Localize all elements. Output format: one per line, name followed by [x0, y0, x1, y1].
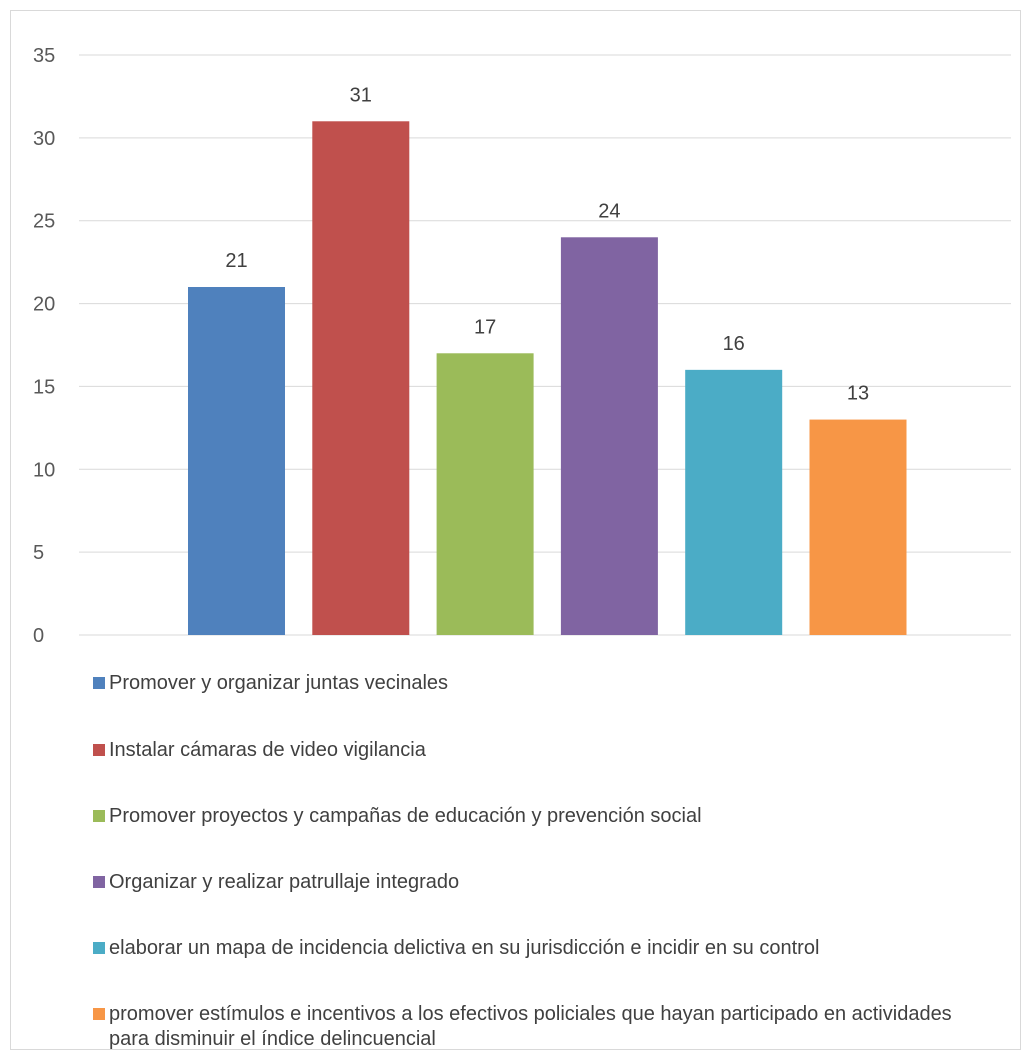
legend-swatch	[93, 876, 105, 888]
bar-2	[312, 121, 410, 636]
data-label: 17	[474, 316, 496, 338]
y-tick-label: 30	[33, 128, 55, 150]
legend-label: Instalar cámaras de video vigilancia	[109, 739, 426, 761]
bar-chart: 0 5 10 15 20 25 30 35 21 31 17 24 16 13	[33, 45, 1011, 647]
legend-swatch	[93, 810, 105, 822]
legend-swatch	[93, 744, 105, 756]
legend-label: Promover proyectos y campañas de educaci…	[109, 805, 702, 827]
legend-label: promover estímulos e incentivos a los ef…	[109, 1003, 952, 1050]
data-label: 24	[598, 200, 620, 222]
legend-label: Promover y organizar juntas vecinales	[109, 672, 449, 694]
legend-item: Promover proyectos y campañas de educaci…	[93, 804, 993, 829]
legend-item: elaborar un mapa de incidencia delictiva…	[93, 936, 993, 961]
legend-swatch	[93, 677, 105, 689]
data-label: 13	[847, 383, 869, 405]
bar-6	[809, 419, 907, 635]
data-label: 31	[350, 84, 372, 106]
y-tick-label: 10	[33, 459, 55, 481]
legend-label: Organizar y realizar patrullaje integrad…	[109, 871, 460, 893]
legend-item: promover estímulos e incentivos a los ef…	[93, 1002, 993, 1052]
bar-4	[560, 237, 658, 636]
legend-item: Organizar y realizar patrullaje integrad…	[93, 870, 993, 895]
y-tick-label: 0	[33, 625, 44, 647]
bar-5	[685, 369, 783, 635]
data-label: 21	[225, 250, 247, 272]
data-label: 16	[723, 333, 745, 355]
legend-item: Promover y organizar juntas vecinales	[93, 671, 993, 696]
y-tick-label: 35	[33, 45, 55, 67]
y-tick-label: 5	[33, 542, 44, 564]
legend-item: Instalar cámaras de video vigilancia	[93, 738, 993, 763]
legend-label: elaborar un mapa de incidencia delictiva…	[109, 937, 820, 959]
y-tick-label: 20	[33, 294, 55, 316]
legend-swatch	[93, 1008, 105, 1020]
bar-3	[436, 353, 534, 635]
y-tick-label: 25	[33, 211, 55, 233]
y-tick-label: 15	[33, 376, 55, 398]
bar-1	[188, 287, 285, 635]
legend-swatch	[93, 942, 105, 954]
chart-frame: 0 5 10 15 20 25 30 35 21 31 17 24 16 13 Promover y or…	[10, 10, 1021, 1050]
